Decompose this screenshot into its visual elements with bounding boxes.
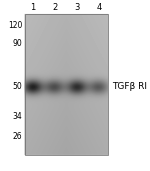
Text: 1: 1 <box>30 3 36 12</box>
Text: 120: 120 <box>8 21 22 30</box>
Text: 90: 90 <box>13 39 22 48</box>
Bar <box>25 14 108 155</box>
Text: TGFβ RI: TGFβ RI <box>112 82 147 91</box>
Text: 3: 3 <box>75 3 80 12</box>
Text: 4: 4 <box>96 3 102 12</box>
Text: 34: 34 <box>13 112 22 121</box>
Text: 26: 26 <box>13 132 22 141</box>
Text: 2: 2 <box>52 3 57 12</box>
Text: 50: 50 <box>13 82 22 91</box>
